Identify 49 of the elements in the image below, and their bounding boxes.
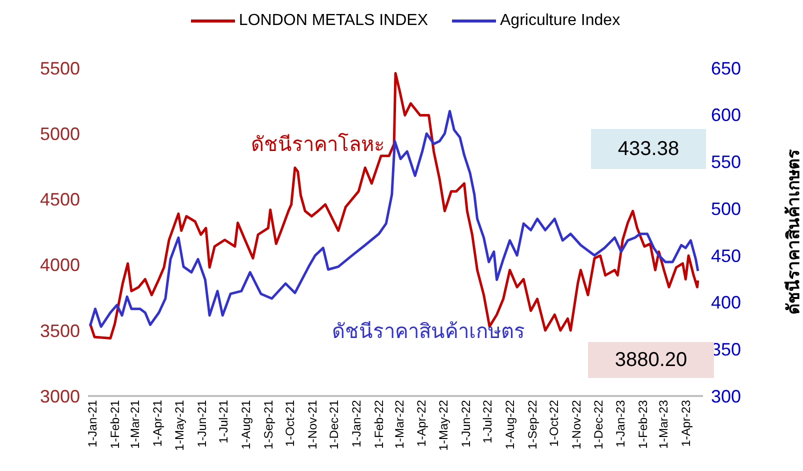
x-tick-label: 1-Apr-23: [678, 400, 693, 447]
y-tick-label: 4500: [40, 190, 80, 210]
x-tick-label: 1-Oct-22: [547, 400, 562, 447]
x-tick-label: 1-Dec-21: [327, 400, 342, 450]
x-tick-label: 1-Apr-21: [150, 400, 165, 447]
x-tick-label: 1-Jul-22: [480, 400, 495, 444]
y-tick-label: 4000: [40, 255, 80, 276]
y-tick-label: 3000: [40, 386, 80, 406]
x-tick-label: 1-Nov-21: [305, 400, 320, 450]
annotation: ดัชนีราคาโลหะ: [251, 134, 385, 156]
x-tick-label: 1-Aug-21: [238, 400, 253, 450]
y2-tick-label: 600: [711, 105, 742, 126]
x-tick-label: 1-Apr-22: [414, 400, 429, 447]
legend-label: Agriculture Index: [500, 12, 620, 30]
x-tick-label: 1-Jan-22: [350, 400, 364, 448]
x-tick-label: 1-Sep-22: [525, 400, 540, 450]
x-tick-label: 1-Jun-21: [194, 400, 209, 448]
y2-tick-label: 500: [711, 198, 742, 219]
x-tick-label: 1-Jun-22: [458, 400, 473, 448]
y2-tick-label: 450: [711, 246, 742, 266]
text-box: 433.38: [591, 129, 706, 169]
x-tick-label: 1-Nov-22: [570, 400, 584, 450]
x-tick-label: 1-Mar-22: [392, 400, 406, 449]
legend-label: LONDON METALS INDEX: [238, 12, 428, 30]
x-tick-label: 1-May-21: [172, 400, 186, 451]
y2-tick-label: 300: [711, 386, 742, 406]
text-box: 3880.20: [588, 342, 714, 378]
x-tick-label: 1-Sep-21: [261, 400, 276, 450]
x-tick-label: 1-Feb-21: [108, 400, 122, 449]
x-tick-label: 1-Oct-21: [283, 400, 298, 447]
y2-tick-label: 650: [711, 58, 742, 78]
x-tick-label: 1-Mar-23: [656, 400, 670, 449]
x-tick-label: 1-Jan-23: [614, 400, 628, 448]
x-tick-label: 1-May-22: [436, 400, 450, 451]
x-tick-label: 1-Feb-22: [372, 400, 386, 449]
x-tick-label: 1-Aug-22: [502, 400, 517, 450]
x-tick-label: 1-Mar-21: [128, 400, 142, 449]
annotation: ดัชนีราคาสินค้าเกษตร: [332, 321, 525, 343]
x-tick-label: 1-Dec-22: [591, 400, 606, 450]
x-tick-label: 1-Jul-21: [216, 400, 230, 444]
y2-axis-title: ดัชนีราคาสินค้าเกษตร: [783, 148, 803, 314]
y-tick-label: 5000: [40, 124, 80, 144]
x-tick-label: 1-Jan-21: [86, 400, 100, 448]
y-tick-label: 3500: [40, 320, 80, 341]
y2-tick-label: 550: [711, 152, 742, 172]
y-tick-label: 5500: [40, 58, 80, 78]
y2-tick-label: 400: [711, 292, 742, 313]
line-series: [88, 72, 700, 340]
x-tick-label: 1-Feb-23: [636, 400, 650, 449]
